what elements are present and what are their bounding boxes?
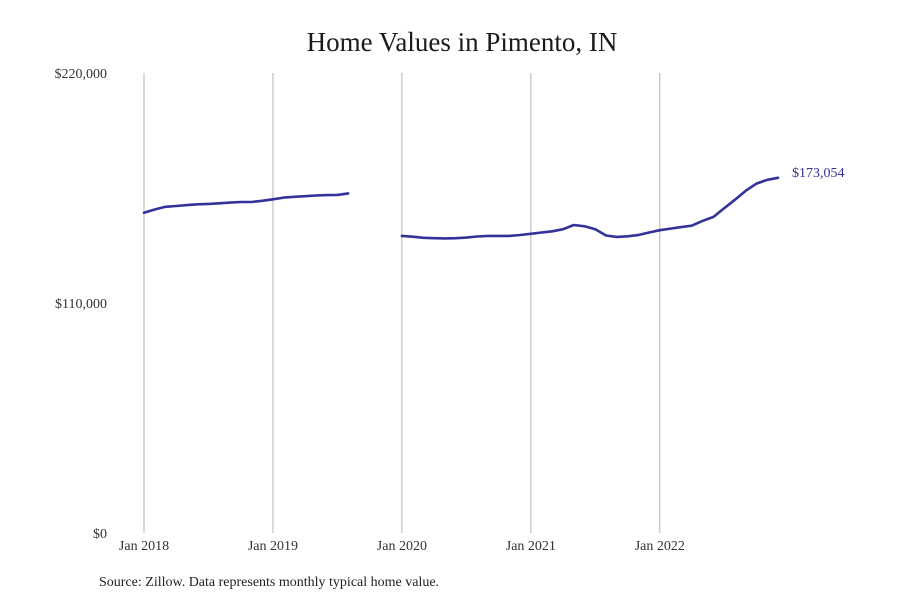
series-home-value [142,176,780,240]
series-line-segment-2 [400,176,780,240]
x-tick-label: Jan 2022 [635,539,685,554]
x-tick-label: Jan 2021 [506,539,556,554]
gridlines [143,73,661,533]
chart-title: Home Values in Pimento, IN [307,27,618,57]
x-tick-label: Jan 2020 [377,539,427,554]
y-axis-ticks: $0 $110,000 $220,000 [55,67,108,542]
source-note: Source: Zillow. Data represents monthly … [99,575,439,590]
series-line-segment-1 [142,192,350,214]
y-tick-label: $220,000 [55,67,108,82]
y-tick-label: $0 [93,527,107,542]
y-tick-label: $110,000 [55,297,107,312]
end-value-label: $173,054 [792,166,845,181]
x-axis-ticks: Jan 2018 Jan 2019 Jan 2020 Jan 2021 Jan 2022 [119,539,685,554]
x-tick-label: Jan 2019 [248,539,298,554]
x-tick-label: Jan 2018 [119,539,169,554]
